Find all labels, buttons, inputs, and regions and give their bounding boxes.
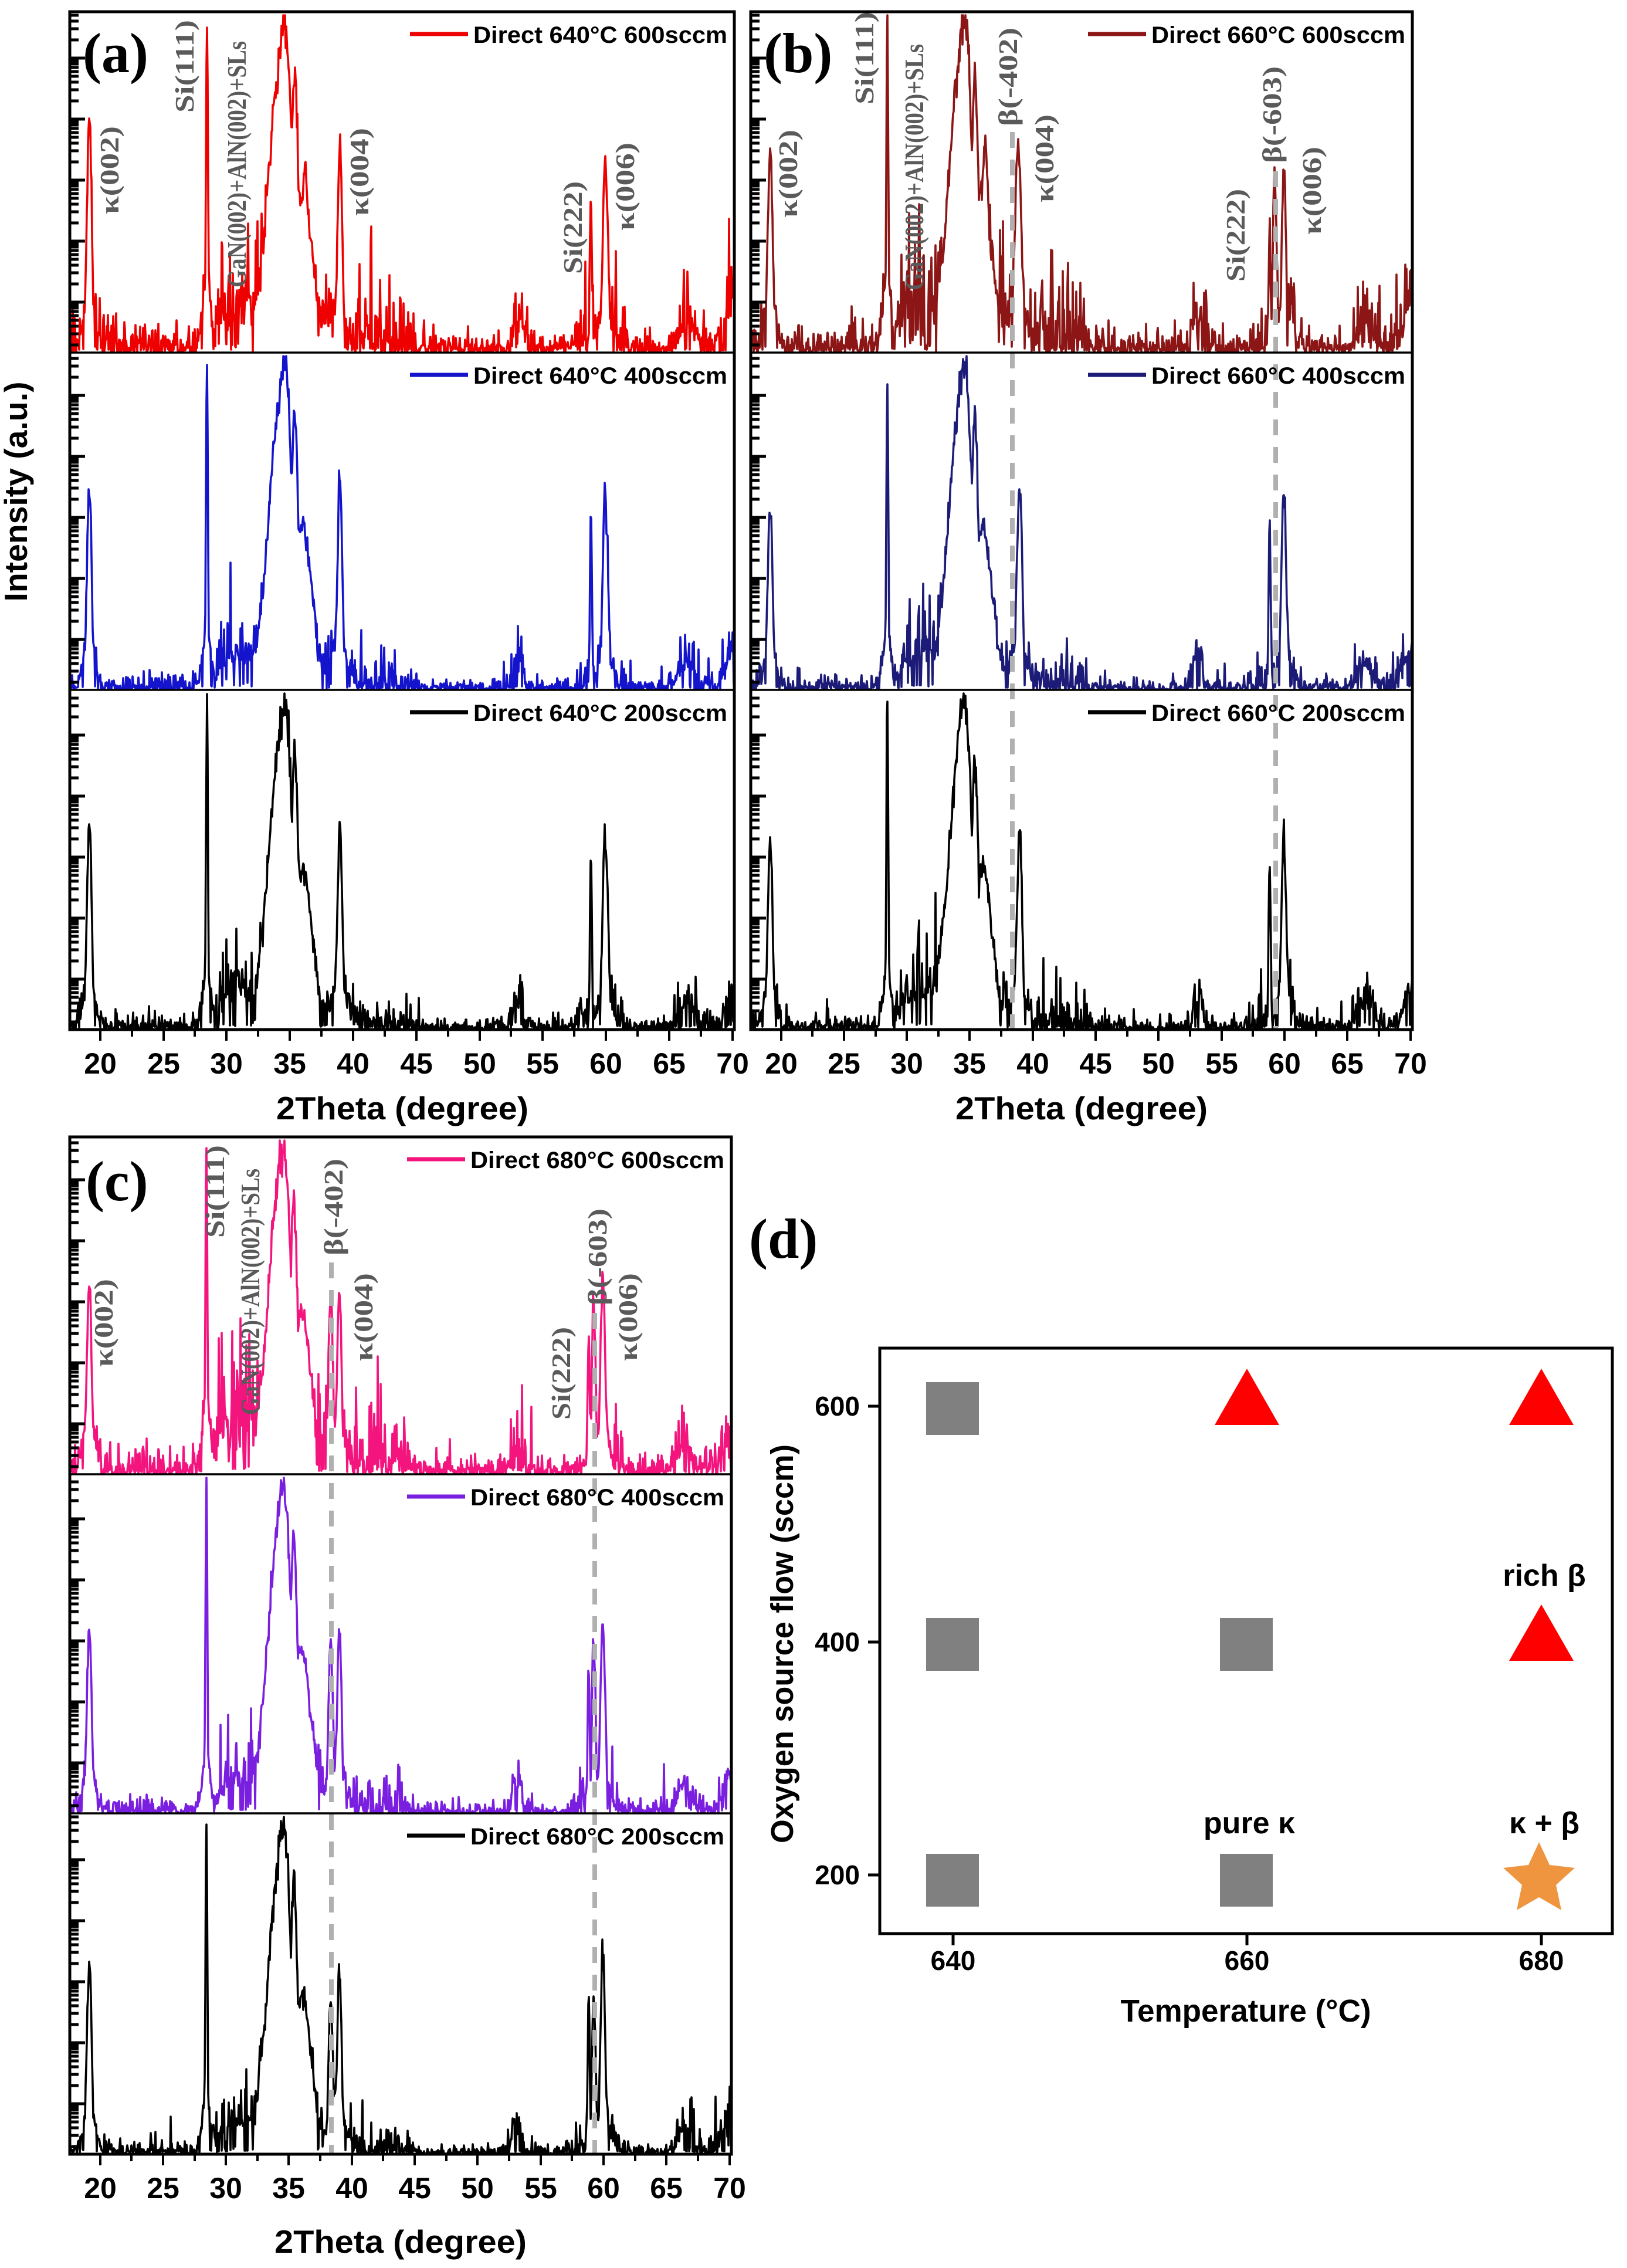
svg-text:35: 35 [272,2172,305,2205]
svg-text:(a): (a) [83,22,148,84]
svg-text:70: 70 [713,2172,746,2205]
svg-text:Si(222): Si(222) [546,1327,576,1420]
svg-text:Direct 680°C 400sccm: Direct 680°C 400sccm [470,1485,724,1511]
svg-text:2Theta (degree): 2Theta (degree) [276,1090,528,1126]
svg-text:40: 40 [337,1047,370,1080]
svg-text:β(-402): β(-402) [993,28,1023,126]
svg-text:20: 20 [84,2172,117,2205]
svg-text:50: 50 [463,1047,496,1080]
svg-text:β(-402): β(-402) [318,1159,348,1255]
svg-text:55: 55 [1205,1047,1238,1080]
svg-text:60: 60 [589,1047,622,1080]
svg-text:Direct 660°C 400sccm: Direct 660°C 400sccm [1151,363,1405,389]
svg-text:Direct 680°C 600sccm: Direct 680°C 600sccm [470,1147,724,1173]
svg-text:(c): (c) [86,1150,148,1213]
svg-text:Si(111): Si(111) [170,20,199,113]
svg-text:30: 30 [210,1047,243,1080]
svg-text:Direct 640°C 200sccm: Direct 640°C 200sccm [473,700,727,726]
svg-text:680: 680 [1519,1945,1564,1976]
svg-text:45: 45 [400,1047,433,1080]
svg-text:Si(111): Si(111) [849,12,879,104]
svg-text:70: 70 [1394,1047,1427,1080]
svg-text:Direct 660°C 200sccm: Direct 660°C 200sccm [1151,700,1405,726]
svg-text:Oxygen source flow (sccm): Oxygen source flow (sccm) [765,1444,800,1843]
svg-text:κ(004): κ(004) [348,1273,378,1361]
svg-text:κ(002): κ(002) [773,130,803,218]
svg-text:Direct 640°C 400sccm: Direct 640°C 400sccm [473,363,727,389]
svg-text:65: 65 [653,1047,686,1080]
svg-text:Si(222): Si(222) [1221,189,1250,282]
svg-text:Temperature (°C): Temperature (°C) [1121,1993,1371,2029]
svg-text:κ(004): κ(004) [344,128,374,216]
svg-text:κ + β: κ + β [1509,1806,1579,1840]
svg-text:(b): (b) [764,22,832,84]
svg-text:50: 50 [461,2172,494,2205]
svg-text:25: 25 [147,1047,180,1080]
svg-text:65: 65 [1331,1047,1364,1080]
svg-text:GaN(002)+AlN(002)+SLs: GaN(002)+AlN(002)+SLs [235,1169,265,1415]
svg-text:β(-603): β(-603) [582,1209,612,1305]
svg-text:35: 35 [953,1047,986,1080]
svg-text:30: 30 [890,1047,923,1080]
svg-text:200: 200 [815,1860,860,1890]
svg-text:Direct 680°C 200sccm: Direct 680°C 200sccm [470,1824,724,1850]
svg-text:Direct 660°C 600sccm: Direct 660°C 600sccm [1151,22,1405,48]
svg-text:Si(111): Si(111) [200,1145,230,1238]
svg-text:Intensity (a.u.): Intensity (a.u.) [0,382,34,602]
svg-text:κ(004): κ(004) [1029,114,1059,202]
svg-text:50: 50 [1142,1047,1175,1080]
svg-text:20: 20 [765,1047,798,1080]
svg-text:400: 400 [815,1627,860,1657]
svg-text:GaN(002)+AlN(002)+SLs: GaN(002)+AlN(002)+SLs [222,41,252,287]
svg-text:35: 35 [273,1047,306,1080]
svg-text:40: 40 [1016,1047,1049,1080]
svg-text:κ(002): κ(002) [89,1279,118,1367]
svg-text:2Theta (degree): 2Theta (degree) [274,2223,527,2260]
svg-text:660: 660 [1225,1945,1270,1976]
svg-text:70: 70 [716,1047,749,1080]
svg-text:45: 45 [1079,1047,1112,1080]
svg-text:20: 20 [84,1047,117,1080]
svg-text:60: 60 [587,2172,620,2205]
svg-text:(d): (d) [749,1207,818,1270]
svg-text:κ(002): κ(002) [94,126,124,214]
svg-text:640: 640 [931,1945,976,1976]
svg-text:45: 45 [398,2172,431,2205]
svg-text:2Theta (degree): 2Theta (degree) [955,1090,1208,1126]
svg-text:40: 40 [335,2172,368,2205]
svg-text:55: 55 [524,2172,557,2205]
svg-text:GaN(002)+AlN(002)+SLs: GaN(002)+AlN(002)+SLs [899,44,929,290]
svg-text:rich β: rich β [1503,1559,1586,1593]
svg-text:pure κ: pure κ [1204,1806,1295,1840]
svg-text:30: 30 [209,2172,242,2205]
svg-text:κ(006): κ(006) [610,143,640,231]
svg-text:β(-603): β(-603) [1257,66,1287,163]
svg-text:55: 55 [526,1047,559,1080]
svg-text:Si(222): Si(222) [558,181,588,274]
svg-text:25: 25 [147,2172,179,2205]
svg-text:60: 60 [1268,1047,1301,1080]
svg-text:Direct 640°C 600sccm: Direct 640°C 600sccm [473,22,727,48]
svg-text:κ(006): κ(006) [1297,147,1327,235]
svg-text:600: 600 [815,1391,860,1421]
svg-text:25: 25 [828,1047,860,1080]
svg-text:κ(006): κ(006) [613,1273,643,1361]
svg-text:65: 65 [650,2172,683,2205]
